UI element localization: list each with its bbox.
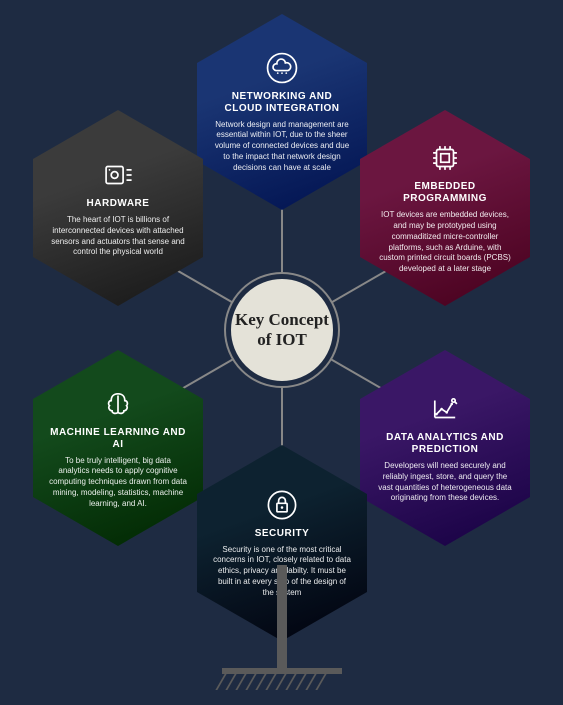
hex-ml: MACHINE LEARNING AND AI To be truly inte…	[33, 350, 203, 546]
brain-icon	[101, 387, 135, 421]
center-label: Key Concept of IOT	[231, 310, 333, 349]
hex-title: SECURITY	[255, 528, 310, 540]
chart-icon	[428, 392, 462, 426]
hex-analytics: DATA ANALYTICS AND PREDICTION Developers…	[360, 350, 530, 546]
hex-desc: Developers will need securely and reliab…	[376, 461, 514, 504]
hex-desc: IOT devices are embedded devices, and ma…	[376, 210, 514, 275]
hex-desc: Network design and management are essent…	[213, 120, 351, 174]
hex-title: NETWORKING AND CLOUD INTEGRATION	[213, 91, 351, 115]
signpost-pole	[277, 565, 287, 670]
hex-title: HARDWARE	[87, 198, 150, 210]
hex-embedded: EMBEDDED PROGRAMMING IOT devices are emb…	[360, 110, 530, 306]
hex-title: MACHINE LEARNING AND AI	[49, 427, 187, 451]
hex-title: EMBEDDED PROGRAMMING	[376, 181, 514, 205]
hex-hardware: HARDWARE The heart of IOT is billions of…	[33, 110, 203, 306]
lock-icon	[265, 488, 299, 522]
hex-networking: NETWORKING AND CLOUD INTEGRATION Network…	[197, 14, 367, 210]
hex-desc: To be truly intelligent, big data analyt…	[49, 456, 187, 510]
hex-title: DATA ANALYTICS AND PREDICTION	[376, 432, 514, 456]
chip-icon	[101, 158, 135, 192]
signpost-hatch	[220, 674, 348, 694]
cloud-icon	[265, 51, 299, 85]
hex-desc: The heart of IOT is billions of intercon…	[49, 215, 187, 258]
cpu-icon	[428, 141, 462, 175]
center-circle: Key Concept of IOT	[226, 274, 338, 386]
